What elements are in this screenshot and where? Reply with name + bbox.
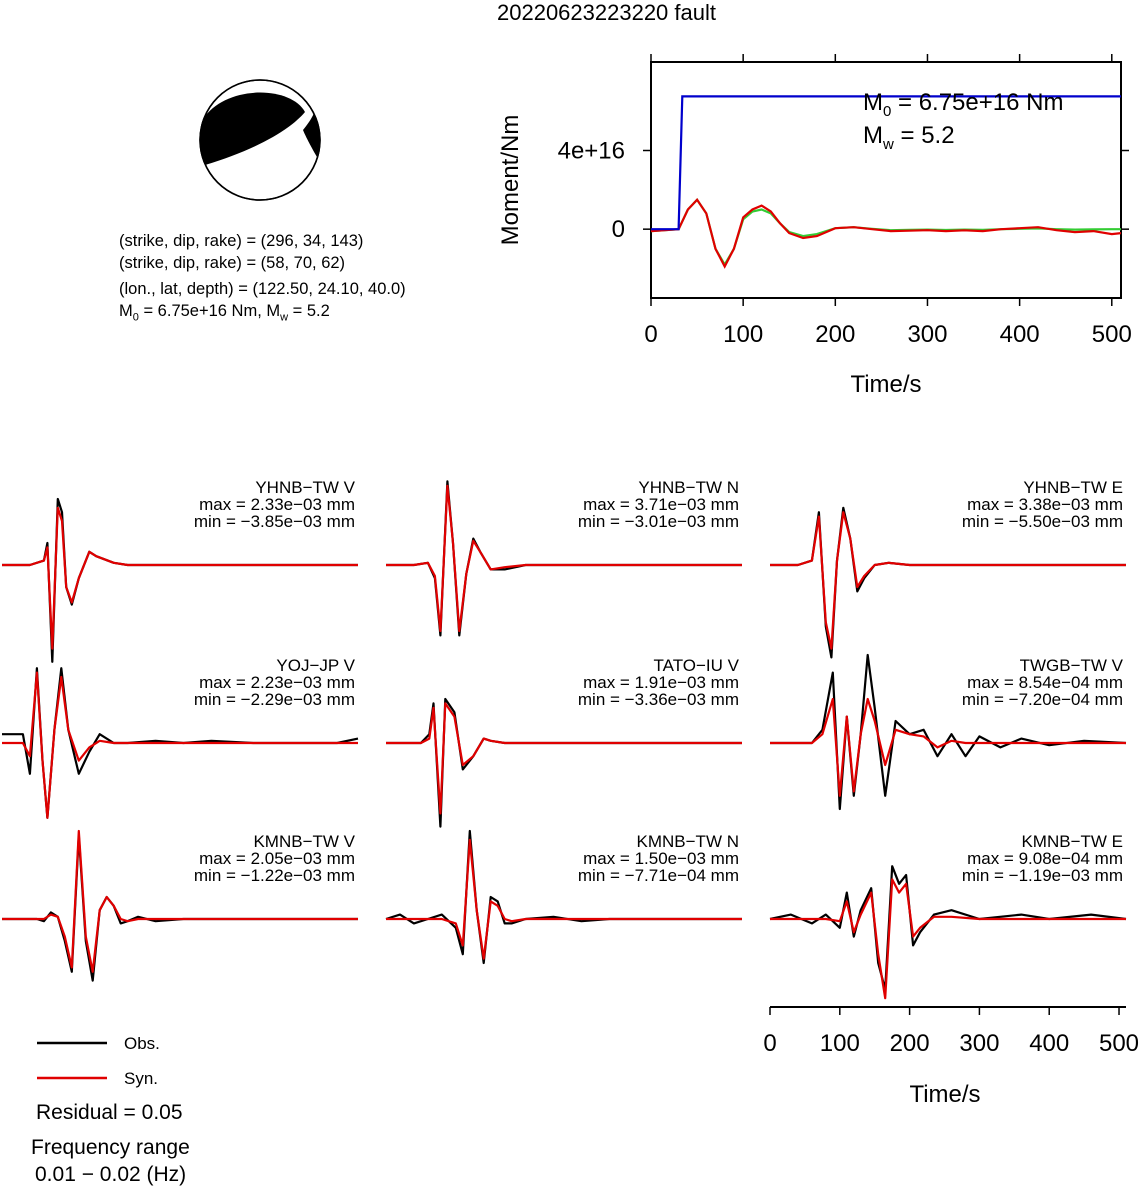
moment-m0-text: = 6.75e+16 Nm	[891, 89, 1063, 116]
moment-series-moment-rate-green	[650, 197, 1121, 267]
m0-sub: 0	[132, 311, 139, 324]
frequency-title: Frequency range	[31, 1136, 190, 1159]
moment-ylabel: Moment/Nm	[497, 115, 524, 246]
mechanism-info: (strike, dip, rake) = (296, 34, 143) (st…	[119, 230, 406, 328]
observed-trace	[769, 865, 1127, 991]
waveform-station-label: YHNB−TW V	[255, 478, 355, 497]
moment-m0-sub: 0	[883, 103, 891, 120]
moment-m0-symbol: M	[863, 89, 883, 116]
waveform-station-label: YHNB−TW E	[1023, 478, 1123, 497]
waveform-xtick-label: 100	[820, 1030, 860, 1057]
waveform-time-axis: 0 100 200 300 400 500	[763, 1006, 1139, 1057]
waveform-station-label: KMNB−TW E	[1021, 832, 1123, 851]
waveform-xtick-label: 300	[959, 1030, 999, 1057]
beachball-icon	[199, 79, 321, 201]
nodal-plane-2: (strike, dip, rake) = (58, 70, 62)	[119, 254, 346, 272]
waveform-min-label: min = −7.20e−04 mm	[962, 690, 1123, 709]
synthetic-trace	[386, 702, 742, 815]
waveform-station-label: TWGB−TW V	[1020, 656, 1124, 675]
waveform-max-label: max = 1.91e−03 mm	[583, 673, 739, 692]
waveform-station-label: YHNB−TW N	[638, 478, 739, 497]
moment-series-group	[650, 95, 1122, 269]
synthetic-trace	[386, 838, 742, 960]
waveform-min-label: min = −3.85e−03 mm	[194, 512, 355, 531]
mw-value: = 5.2	[288, 302, 330, 320]
residual-text: Residual = 0.05	[36, 1101, 183, 1124]
waveform-min-label: min = −3.01e−03 mm	[578, 512, 739, 531]
moment-xtick-label: 100	[723, 321, 763, 348]
moment-ytick-label: 4e+16	[558, 138, 625, 165]
magnitude-info: M0 = 6.75e+16 Nm, Mw = 5.2	[119, 300, 406, 328]
moment-series-cumulative-moment	[651, 95, 1121, 231]
synthetic-trace	[386, 484, 742, 633]
moment-mw-annotation: Mw = 5.2	[863, 122, 955, 153]
frequency-value: 0.01 − 0.02 (Hz)	[35, 1163, 187, 1186]
waveform-station-label: YOJ−JP V	[276, 656, 355, 675]
legend: Obs. Syn.	[37, 1034, 160, 1088]
moment-xtick-label: 200	[815, 321, 855, 348]
moment-xtick-label: 300	[907, 321, 947, 348]
moment-mw-sub: w	[882, 136, 894, 153]
moment-ytick-label: 0	[612, 216, 625, 243]
waveform-min-label: min = −1.19e−03 mm	[962, 866, 1123, 885]
moment-xtick-label: 400	[1000, 321, 1040, 348]
waveform-xtick-label: 400	[1029, 1030, 1069, 1057]
waveform-station-label: KMNB−TW N	[637, 832, 739, 851]
moment-series-moment-rate-red	[650, 197, 1122, 269]
moment-xtick-label: 0	[644, 321, 657, 348]
waveform-min-label: min = −2.29e−03 mm	[194, 690, 355, 709]
synthetic-trace	[2, 829, 358, 973]
moment-plot-frame	[650, 61, 1122, 299]
waveform-xlabel: Time/s	[909, 1081, 980, 1108]
synthetic-trace	[2, 671, 358, 819]
legend-syn-label: Syn.	[124, 1069, 158, 1088]
waveform-xtick-label: 500	[1099, 1030, 1139, 1057]
figure-title: 20220623223220 fault	[497, 0, 716, 25]
waveform-min-label: min = −3.36e−03 mm	[578, 690, 739, 709]
waveform-station-label: KMNB−TW V	[253, 832, 355, 851]
moment-axes-group: 0 100 200 300 400 500 0 4e+16	[558, 54, 1132, 348]
waveform-min-label: min = −1.22e−03 mm	[194, 866, 355, 885]
waveform-max-label: max = 1.50e−03 mm	[583, 849, 739, 868]
moment-xlabel: Time/s	[850, 371, 921, 398]
waveform-min-label: min = −7.71e−04 mm	[578, 866, 739, 885]
waveform-station-label: TATO−IU V	[654, 656, 740, 675]
synthetic-trace	[770, 878, 1126, 1000]
m0-symbol: M	[119, 302, 133, 320]
waveform-max-label: max = 3.38e−03 mm	[967, 495, 1123, 514]
waveform-max-label: max = 2.05e−03 mm	[199, 849, 355, 868]
synthetic-trace	[770, 697, 1126, 797]
waveform-max-label: max = 3.71e−03 mm	[583, 495, 739, 514]
waveform-max-label: max = 2.23e−03 mm	[199, 673, 355, 692]
waveform-max-label: max = 2.33e−03 mm	[199, 495, 355, 514]
moment-mw-symbol: M	[863, 122, 883, 149]
legend-obs-label: Obs.	[124, 1034, 160, 1053]
m0-mw-text: = 6.75e+16 Nm, M	[138, 302, 281, 320]
nodal-plane-1: (strike, dip, rake) = (296, 34, 143)	[119, 232, 364, 250]
moment-mw-text: = 5.2	[894, 122, 955, 149]
synthetic-trace	[770, 511, 1126, 650]
waveform-max-label: max = 9.08e−04 mm	[967, 849, 1123, 868]
moment-m0-annotation: M0 = 6.75e+16 Nm	[863, 89, 1063, 120]
waveform-min-label: min = −5.50e−03 mm	[962, 512, 1123, 531]
hypocenter: (lon., lat, depth) = (122.50, 24.10, 40.…	[119, 280, 406, 298]
moment-xtick-label: 500	[1092, 321, 1132, 348]
waveform-max-label: max = 8.54e−04 mm	[967, 673, 1123, 692]
mw-sub: w	[280, 311, 289, 324]
waveform-xtick-label: 0	[763, 1030, 776, 1057]
synthetic-trace	[2, 506, 358, 650]
waveform-xtick-label: 200	[890, 1030, 930, 1057]
